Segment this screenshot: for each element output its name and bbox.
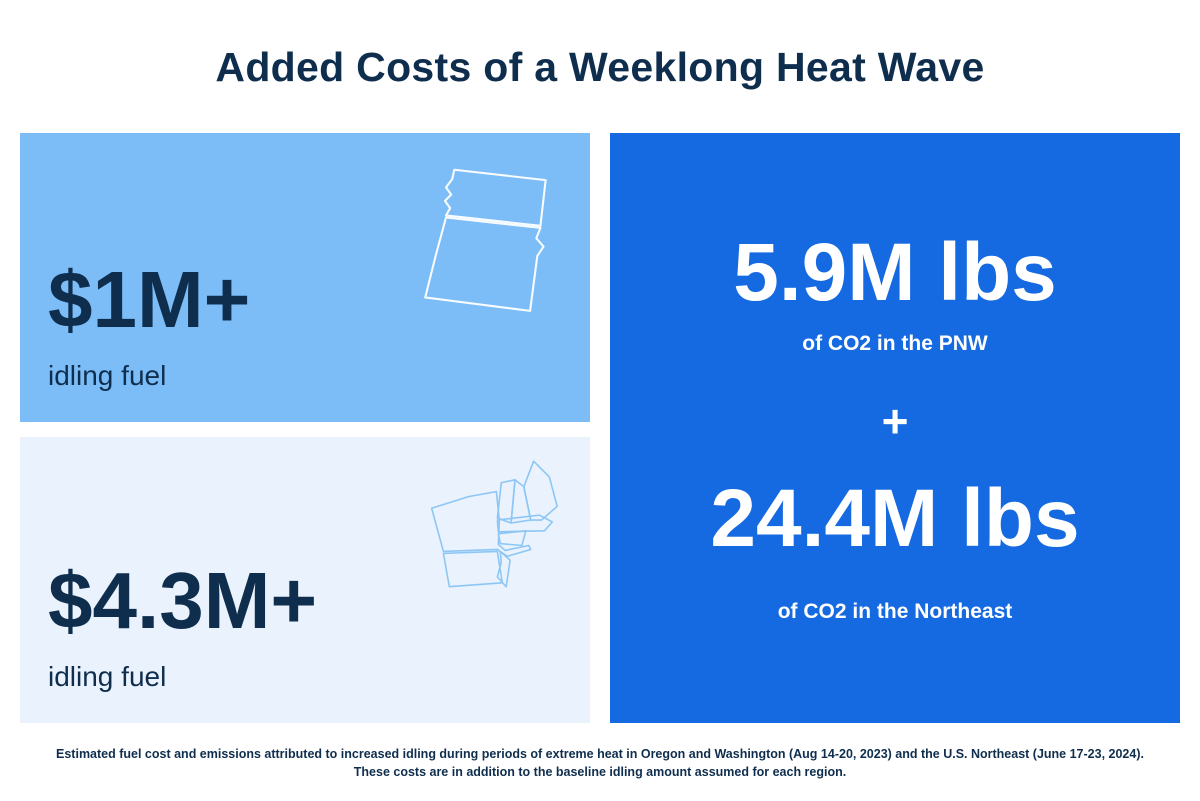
massachusetts-outline bbox=[496, 514, 554, 533]
connecticut-rhode-island-outline bbox=[497, 530, 527, 547]
oregon-outline bbox=[424, 216, 545, 312]
pnw-emissions-caption: of CO2 in the PNW bbox=[802, 332, 988, 355]
plus-sign: + bbox=[881, 395, 909, 447]
northeast-fuel-card: $4.3M+ idling fuel bbox=[20, 437, 590, 723]
new-york-outline bbox=[430, 490, 532, 558]
vermont-outline bbox=[496, 479, 516, 524]
northeast-map-icon bbox=[430, 460, 558, 588]
washington-outline bbox=[443, 168, 547, 227]
page-title: Added Costs of a Weeklong Heat Wave bbox=[215, 44, 985, 90]
footnote-line-1: Estimated fuel cost and emissions attrib… bbox=[56, 746, 1144, 761]
pnw-fuel-value: $1M+ bbox=[48, 255, 251, 344]
northeast-fuel-value: $4.3M+ bbox=[48, 556, 318, 645]
northeast-emissions-value: 24.4M lbs bbox=[710, 473, 1080, 564]
northeast-fuel-label: idling fuel bbox=[48, 661, 167, 692]
footnote-line-2: These costs are in addition to the basel… bbox=[353, 764, 847, 779]
footnote: Estimated fuel cost and emissions attrib… bbox=[0, 745, 1200, 781]
pnw-fuel-label: idling fuel bbox=[48, 360, 167, 391]
pnw-map-icon bbox=[424, 168, 547, 312]
pennsylvania-outline bbox=[442, 550, 504, 588]
northeast-fuel-stat: $4.3M+ idling fuel bbox=[48, 561, 317, 693]
pnw-fuel-card: $1M+ idling fuel bbox=[20, 133, 590, 422]
emissions-card: 5.9M lbs of CO2 in the PNW + 24.4M lbs o… bbox=[610, 133, 1180, 723]
northeast-emissions-caption: of CO2 in the Northeast bbox=[777, 600, 1013, 623]
pnw-emissions-value: 5.9M lbs bbox=[733, 227, 1057, 318]
new-jersey-outline bbox=[496, 550, 511, 588]
pnw-fuel-stat: $1M+ idling fuel bbox=[48, 260, 250, 392]
